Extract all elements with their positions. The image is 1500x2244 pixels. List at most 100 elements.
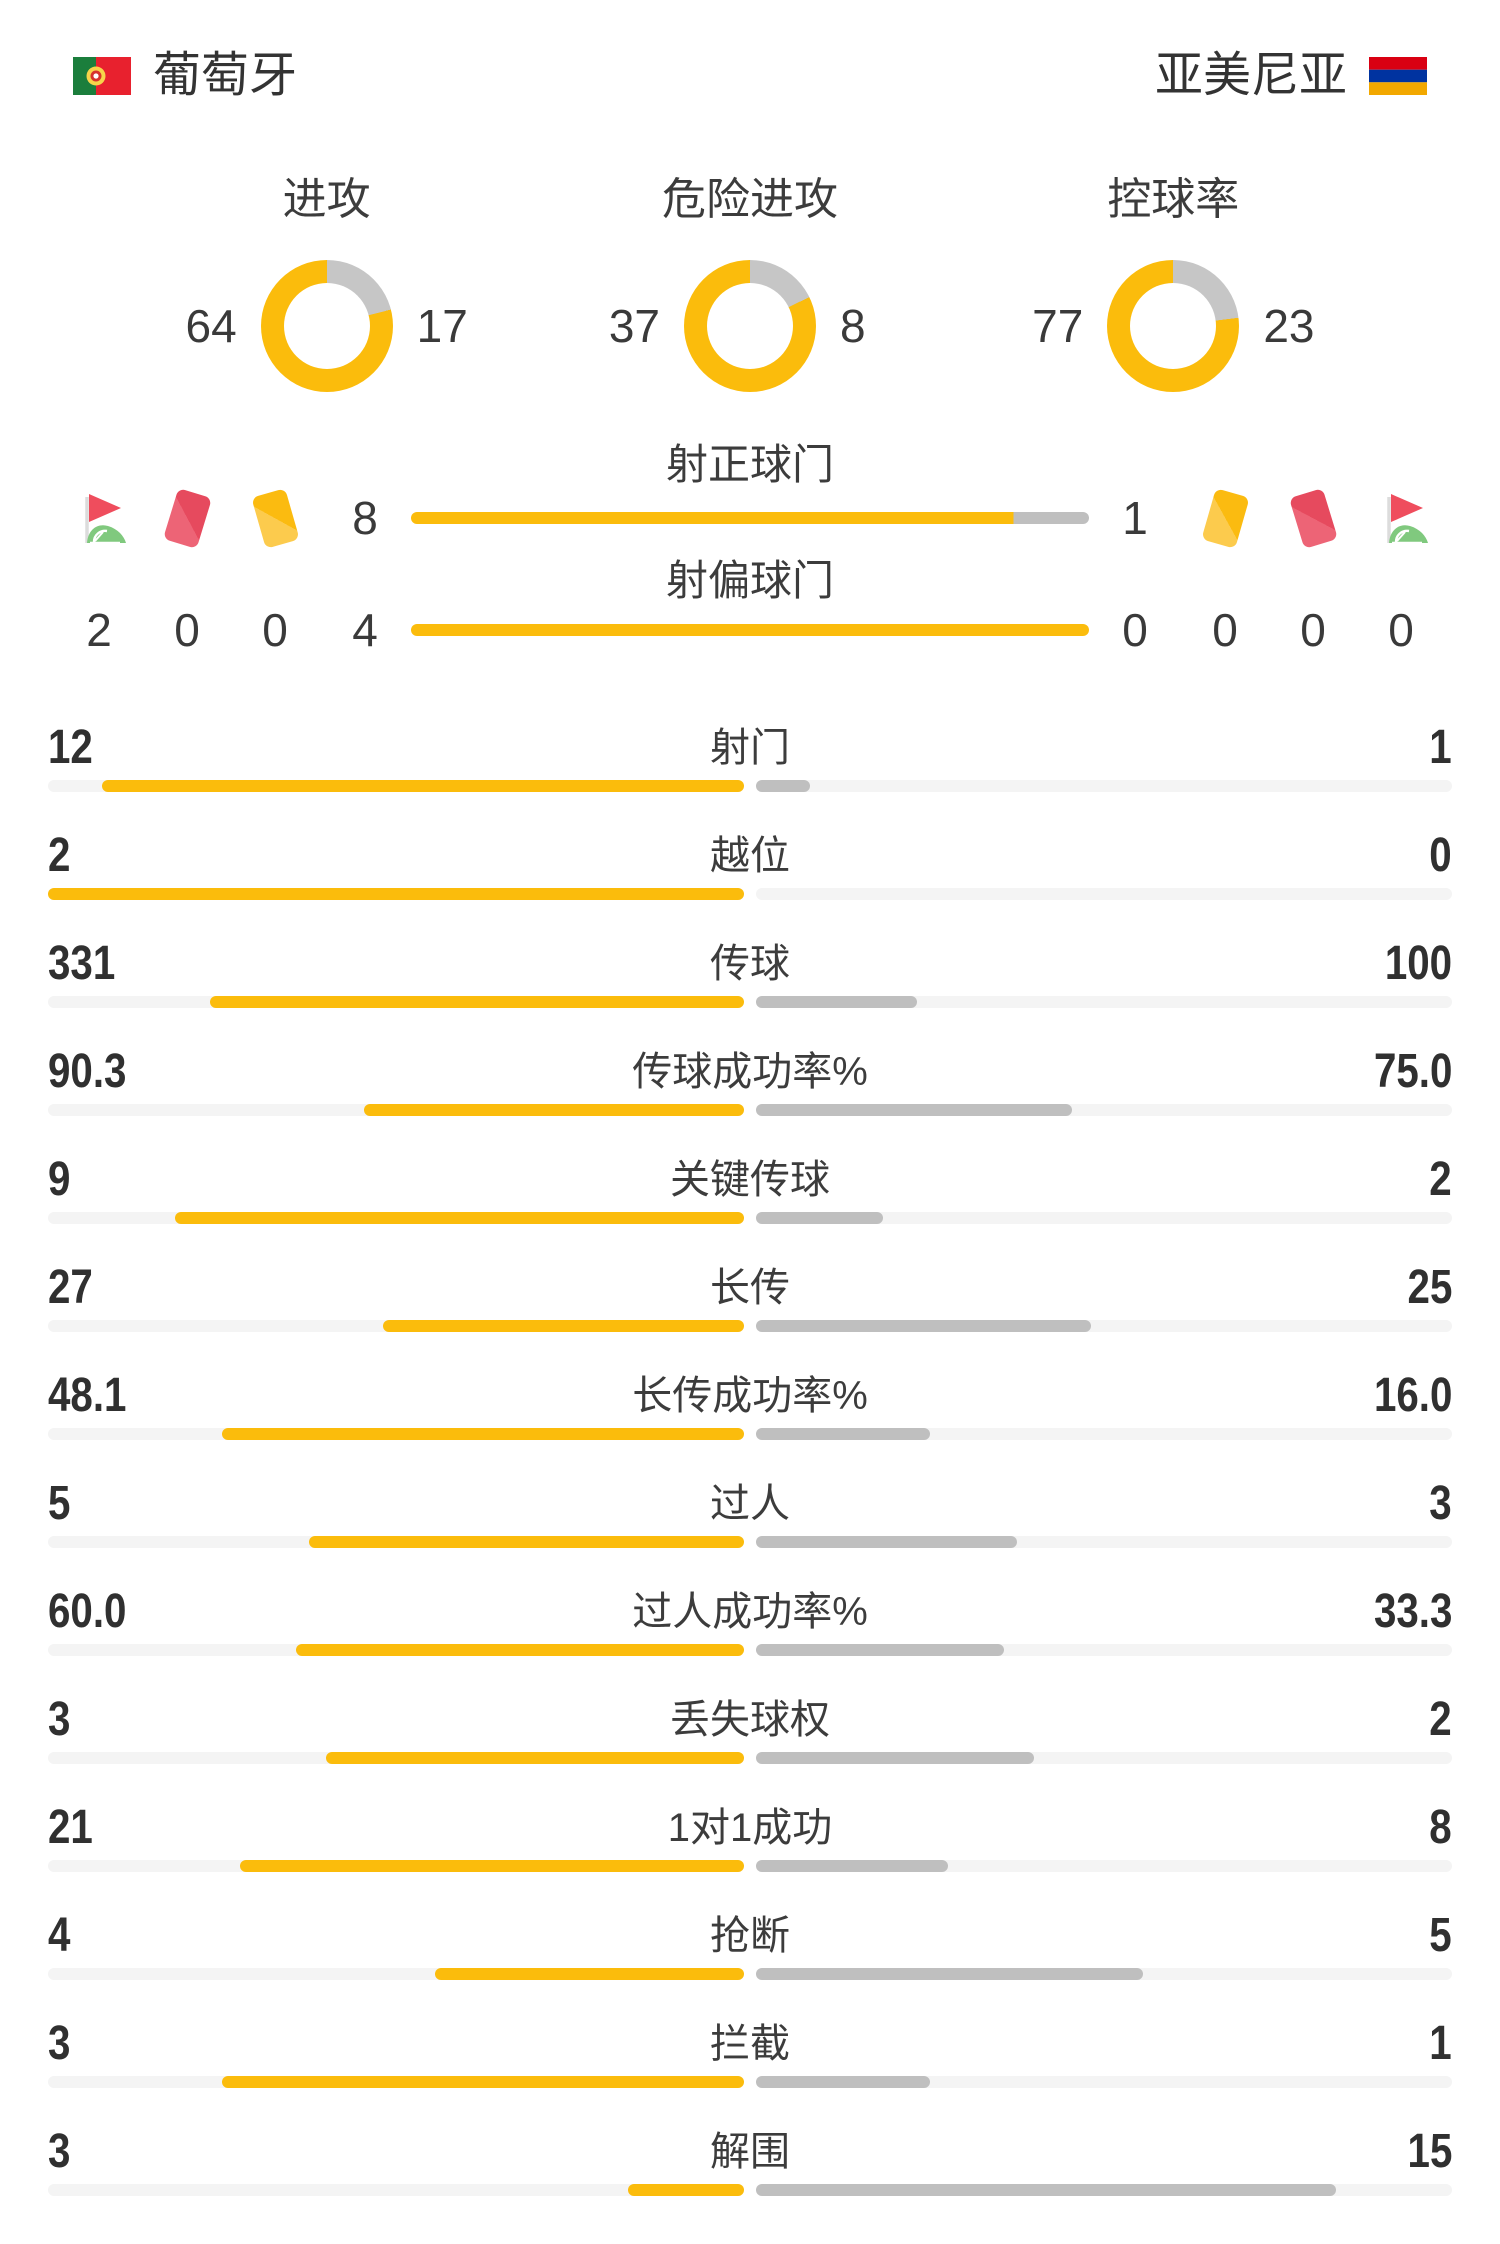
stat-home-value: 48.1 [48, 1369, 127, 1422]
stat-away-value: 3 [1429, 1477, 1452, 1530]
home-bar-fill [326, 1752, 744, 1764]
stat-label: 过人成功率% [632, 1590, 868, 1634]
home-bar-fill [209, 996, 744, 1008]
stat-row-7: 5 过人 3 [0, 1479, 1500, 1587]
away-bar-track [756, 1104, 1452, 1116]
away-corner-flag-icon [1357, 489, 1445, 547]
stat-label: 丢失球权 [670, 1698, 830, 1742]
stat-label: 拦截 [710, 2022, 790, 2066]
stat-away-value: 15 [1407, 2125, 1452, 2178]
stat-home-value: 12 [48, 721, 93, 774]
home-yellow-cards-value: 0 [262, 604, 288, 656]
home-bar-fill [174, 1212, 744, 1224]
stat-track [48, 2076, 1452, 2088]
donut-ring [260, 260, 393, 392]
stat-head: 2 越位 0 [48, 831, 1452, 881]
away-bar-track [756, 1968, 1452, 1980]
stat-track [48, 996, 1452, 1008]
stat-track [48, 1212, 1452, 1224]
home-corners-value: 2 [86, 604, 112, 656]
stat-away-value: 0 [1429, 829, 1452, 882]
goal-icons-row: 8 1 [0, 487, 1500, 549]
shots-on-target-home: 8 [352, 492, 378, 544]
home-bar-fill [382, 1320, 744, 1332]
stat-home-value: 90.3 [48, 1045, 127, 1098]
donut-label: 进攻 [282, 175, 371, 224]
away-bar-fill [756, 1752, 1035, 1764]
stat-label: 长传 [710, 1266, 790, 1310]
stat-track [48, 1644, 1452, 1656]
stat-row-9: 3 丢失球权 2 [0, 1695, 1500, 1803]
match-header: 葡萄牙 亚美尼亚 [0, 0, 1500, 100]
stat-home-value: 3 [48, 2125, 71, 2178]
stat-track [48, 780, 1452, 792]
away-bar-track [756, 996, 1452, 1008]
stat-away-value: 2 [1429, 1693, 1452, 1746]
stat-row-1: 2 越位 0 [0, 831, 1500, 939]
donut-ring [1107, 260, 1240, 392]
stat-home-value: 9 [48, 1153, 71, 1206]
stat-row-8: 60.0 过人成功率% 33.3 [0, 1587, 1500, 1695]
away-corners-value: 0 [1388, 604, 1414, 656]
home-bar-fill [296, 1644, 744, 1656]
stat-track [48, 1860, 1452, 1872]
stat-label: 射门 [710, 726, 790, 770]
donut-label: 控球率 [1107, 175, 1240, 224]
stat-head: 5 过人 3 [48, 1479, 1452, 1529]
home-bar-track [48, 1320, 744, 1332]
stat-head: 12 射门 1 [48, 723, 1452, 773]
stat-label: 关键传球 [670, 1158, 830, 1202]
donut-group-0: 进攻 64 17 [115, 178, 538, 392]
portugal-flag-icon [73, 57, 131, 95]
home-bar-fill [101, 780, 744, 792]
away-bar-track [756, 1860, 1452, 1872]
donut-group-2: 控球率 77 23 [962, 178, 1385, 392]
away-bar-track [756, 780, 1452, 792]
stat-home-value: 3 [48, 2017, 71, 2070]
stat-label: 抢断 [710, 1914, 790, 1958]
stat-away-value: 1 [1429, 721, 1452, 774]
stat-away-value: 1 [1429, 2017, 1452, 2070]
stat-track [48, 1428, 1452, 1440]
donut-away-value: 17 [416, 300, 468, 352]
away-bar-track [756, 888, 1452, 900]
stat-away-value: 25 [1407, 1261, 1452, 1314]
stat-label: 1对1成功 [667, 1806, 833, 1850]
stat-row-3: 90.3 传球成功率% 75.0 [0, 1047, 1500, 1155]
shots-off-target-away: 0 [1122, 604, 1148, 656]
home-bar-track [48, 1752, 744, 1764]
away-yellow-card-icon [1181, 487, 1269, 549]
away-red-card-icon [1269, 487, 1357, 549]
stat-label: 传球 [710, 942, 790, 986]
away-bar-track [756, 1320, 1452, 1332]
home-bar-track [48, 996, 744, 1008]
stat-head: 3 拦截 1 [48, 2019, 1452, 2069]
away-yellow-cards-value: 0 [1212, 604, 1238, 656]
stat-away-value: 16.0 [1373, 1369, 1452, 1422]
home-yellow-card-icon [231, 487, 319, 549]
home-bar-fill [309, 1536, 744, 1548]
stat-home-value: 5 [48, 1477, 71, 1530]
stat-label: 解围 [710, 2130, 790, 2174]
donut-away-value: 23 [1263, 300, 1315, 352]
stats-section: 12 射门 1 2 越位 0 331 传球 100 90.3 传球成功率% 75.0 9 关键传球 2 27 长… [0, 723, 1500, 2235]
stat-row-6: 48.1 长传成功率% 16.0 [0, 1371, 1500, 1479]
shots-on-target-label: 射正球门 [665, 441, 834, 488]
home-corner-flag-icon [55, 489, 143, 547]
away-bar-fill [756, 1644, 1005, 1656]
stat-head: 4 抢断 5 [48, 1911, 1452, 1961]
stat-track [48, 1752, 1452, 1764]
donut-label: 危险进攻 [661, 175, 838, 224]
shots-off-target-home: 4 [352, 604, 378, 656]
armenia-flag-icon [1369, 57, 1427, 95]
stat-row-5: 27 长传 25 [0, 1263, 1500, 1371]
home-bar-fill [628, 2184, 744, 2196]
stat-track [48, 1968, 1452, 1980]
away-bar-fill [756, 2184, 1336, 2196]
stat-label: 过人 [710, 1482, 790, 1526]
donut-section: 进攻 64 17 危险进攻 37 8 控球率 77 23 [0, 178, 1500, 392]
away-bar-track [756, 1212, 1452, 1224]
stat-home-value: 4 [48, 1909, 71, 1962]
away-bar-fill [756, 1968, 1143, 1980]
stat-row-13: 3 解围 15 [0, 2127, 1500, 2235]
